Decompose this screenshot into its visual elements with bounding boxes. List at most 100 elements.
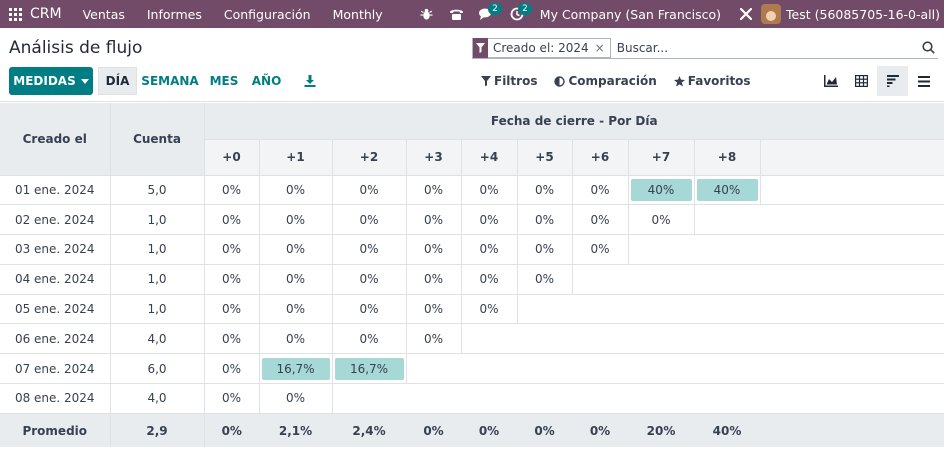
phone-icon[interactable] bbox=[442, 0, 472, 28]
menu-monthly[interactable]: Monthly bbox=[332, 6, 383, 22]
comparison-button[interactable]: Comparación bbox=[554, 74, 657, 88]
row-date: 04 ene. 2024 bbox=[0, 264, 110, 295]
interval-header: +1 bbox=[259, 139, 333, 176]
table-row[interactable]: 04 ene. 2024 1,0 0% 0% 0% 0% 0% 0% bbox=[0, 264, 944, 295]
interval-year[interactable]: AÑO bbox=[251, 74, 282, 88]
cohort-cell: 0% bbox=[406, 294, 462, 325]
cohort-value: 0% bbox=[359, 302, 379, 317]
facet-remove-icon[interactable]: × bbox=[594, 40, 605, 55]
search-input[interactable] bbox=[616, 40, 918, 55]
cohort-cell: 0% bbox=[461, 175, 518, 206]
table-row[interactable]: 02 ene. 2024 1,0 0% 0% 0% 0% 0% 0% 0% 0% bbox=[0, 204, 944, 236]
cohort-cell: 0% bbox=[259, 383, 333, 414]
view-switcher bbox=[815, 66, 939, 96]
cohort-cell: 0% bbox=[204, 234, 260, 265]
measures-button[interactable]: MEDIDAS bbox=[9, 67, 93, 95]
row-count: 1,0 bbox=[109, 294, 205, 325]
empty-cell bbox=[628, 234, 944, 265]
empty-cell bbox=[760, 175, 944, 206]
table-row[interactable]: 08 ene. 2024 4,0 0% 0% bbox=[0, 383, 944, 414]
empty-cell bbox=[332, 383, 944, 414]
table-row[interactable]: 07 ene. 2024 6,0 0% 16,7% 16,7% bbox=[0, 353, 944, 385]
cohort-cell: 0% bbox=[259, 204, 333, 236]
cohort-cell: 0% bbox=[517, 204, 573, 236]
debug-bug-icon[interactable] bbox=[412, 0, 442, 28]
cohort-cell: 0% bbox=[204, 383, 260, 414]
menu-informes[interactable]: Informes bbox=[146, 6, 202, 22]
interval-month[interactable]: MES bbox=[209, 74, 239, 88]
filters-label: Filtros bbox=[494, 74, 538, 88]
cohort-cell: 0% bbox=[259, 175, 333, 206]
messages-badge: 2 bbox=[488, 3, 502, 15]
col-header-created[interactable]: Creado el bbox=[0, 103, 111, 176]
header-filler bbox=[760, 139, 944, 176]
messages-icon[interactable]: 2 bbox=[472, 0, 502, 28]
footer-value: 2,1% bbox=[259, 412, 332, 448]
filters-button[interactable]: Filtros bbox=[481, 74, 537, 88]
footer-count: 2,9 bbox=[109, 412, 205, 448]
cohort-value: 0% bbox=[479, 242, 499, 257]
cohort-value: 0% bbox=[359, 242, 379, 257]
cohort-cell: 0% bbox=[406, 204, 462, 236]
download-icon[interactable] bbox=[300, 67, 320, 95]
row-count: 1,0 bbox=[109, 234, 205, 265]
app-menu-icon[interactable] bbox=[0, 0, 30, 28]
interval-week[interactable]: SEMANA bbox=[141, 74, 199, 88]
cohort-value: 0% bbox=[221, 242, 242, 257]
cohort-cell: 0% bbox=[572, 175, 629, 206]
cohort-cell: 0% bbox=[259, 264, 333, 295]
col-header-count[interactable]: Cuenta bbox=[110, 103, 205, 176]
graph-icon[interactable] bbox=[815, 66, 846, 96]
favorites-button[interactable]: Favoritos bbox=[673, 74, 751, 88]
table-row[interactable]: 03 ene. 2024 1,0 0% 0% 0% 0% 0% 0% 0% bbox=[0, 234, 944, 265]
cohort-value: 0% bbox=[359, 212, 379, 227]
row-count: 5,0 bbox=[109, 175, 205, 206]
search-bar: Creado el: 2024 × bbox=[472, 37, 938, 59]
row-count: 6,0 bbox=[109, 353, 205, 385]
footer-value: 0% bbox=[517, 412, 572, 448]
interval-header: +2 bbox=[332, 139, 407, 176]
footer-value: 0% bbox=[461, 412, 517, 448]
activities-clock-icon[interactable]: 2 bbox=[502, 0, 532, 28]
tools-icon[interactable] bbox=[731, 0, 761, 28]
empty-cell bbox=[406, 353, 944, 385]
cohort-cell: 40% bbox=[628, 175, 695, 206]
control-panel: Análisis de flujo Creado el: 2024 × MEDI… bbox=[0, 28, 944, 102]
interval-header: +8 bbox=[694, 139, 761, 176]
menu-ventas[interactable]: Ventas bbox=[82, 6, 125, 22]
cohort-value: 0% bbox=[479, 212, 499, 227]
cohort-cell: 0% bbox=[572, 234, 629, 265]
cohort-value: 16,7% bbox=[261, 357, 330, 380]
cohort-value: 0% bbox=[423, 272, 444, 287]
cohort-value: 0% bbox=[285, 302, 306, 317]
cohort-value: 0% bbox=[285, 212, 306, 227]
cohort-icon[interactable] bbox=[877, 66, 908, 96]
table-row[interactable]: 01 ene. 2024 5,0 0% 0% 0% 0% 0% 0% 0% 40% 40% bbox=[0, 175, 944, 206]
row-count: 4,0 bbox=[109, 383, 205, 414]
cohort-value: 0% bbox=[651, 212, 671, 227]
footer-value: 2,4% bbox=[332, 412, 406, 448]
list-icon[interactable] bbox=[908, 66, 939, 96]
footer-row: Promedio 2,9 0% 2,1% 2,4% 0% 0% 0% 0% 20% 40% bbox=[0, 412, 944, 448]
empty-cell bbox=[461, 323, 944, 355]
interval-day[interactable]: DÍA bbox=[98, 67, 137, 95]
footer-value: 0% bbox=[406, 412, 461, 448]
row-count: 1,0 bbox=[109, 264, 205, 295]
cohort-cell: 0% bbox=[517, 264, 573, 295]
search-icon[interactable] bbox=[918, 38, 938, 58]
interval-header: +0 bbox=[204, 139, 260, 176]
table-row[interactable]: 06 ene. 2024 4,0 0% 0% 0% 0% bbox=[0, 323, 944, 355]
cohort-value: 0% bbox=[479, 302, 499, 317]
company-switcher[interactable]: My Company (San Francisco) bbox=[539, 6, 722, 22]
cohort-value: 0% bbox=[359, 272, 379, 287]
app-brand[interactable]: CRM bbox=[30, 6, 62, 22]
empty-cell bbox=[517, 294, 944, 325]
table-row[interactable]: 05 ene. 2024 1,0 0% 0% 0% 0% 0% bbox=[0, 294, 944, 325]
cohort-value: 0% bbox=[423, 331, 444, 346]
cohort-cell: 0% bbox=[572, 204, 629, 236]
table-icon[interactable] bbox=[846, 66, 877, 96]
cohort-cell: 0% bbox=[259, 294, 333, 325]
footer-filler bbox=[760, 412, 944, 448]
user-menu[interactable]: Test (56085705-16-0-all) bbox=[761, 4, 944, 24]
menu-configuracion[interactable]: Configuración bbox=[223, 6, 311, 22]
